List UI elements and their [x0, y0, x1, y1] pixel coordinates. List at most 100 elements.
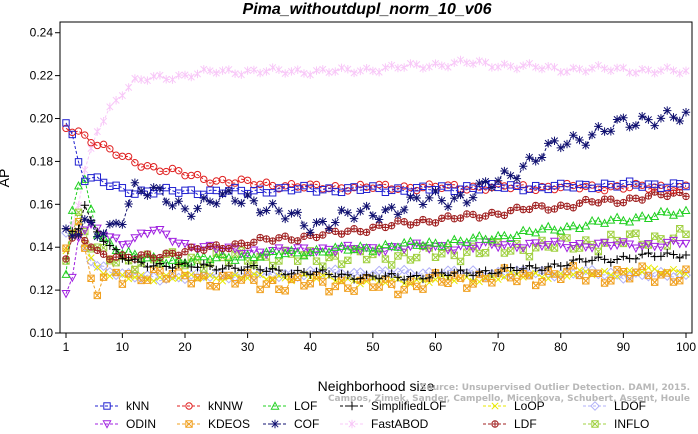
data-point-simplifiedlof — [149, 261, 158, 271]
data-point-fastabod — [682, 66, 690, 76]
data-point-ldf — [450, 215, 458, 223]
legend-marker-ldof — [590, 401, 600, 411]
legend-label-knnw: kNNW — [208, 399, 243, 413]
data-point-ldf — [181, 248, 189, 256]
data-point-odin — [299, 244, 309, 253]
data-point-fastabod — [269, 63, 277, 72]
data-point-kdeos — [488, 279, 496, 287]
data-point-cof — [74, 230, 83, 239]
data-point-odin — [355, 247, 365, 256]
data-point-cof — [143, 191, 152, 200]
legend-marker-simplifiedlof — [347, 401, 357, 411]
data-point-ldf — [381, 223, 390, 232]
data-point-odin — [124, 240, 134, 250]
data-point-simplifiedlof — [537, 266, 547, 275]
x-axis: 1 10 20 30 40 50 60 70 80 90 100 — [63, 333, 696, 354]
data-point-knn — [162, 183, 170, 192]
data-point-fastabod — [100, 117, 108, 126]
data-point-kdeos — [413, 282, 421, 291]
data-point-cof — [512, 174, 522, 183]
data-point-odin — [311, 248, 322, 257]
data-point-ldf — [331, 227, 339, 235]
data-point-loop — [275, 272, 283, 280]
data-point-fastabod — [651, 69, 659, 78]
data-point-kdeos — [237, 276, 246, 284]
data-point-kdeos — [162, 275, 170, 283]
data-point-inflo — [682, 230, 690, 239]
data-point-knn — [625, 177, 634, 185]
data-point-cof — [625, 123, 634, 132]
data-point-kdeos — [99, 273, 108, 281]
x-tick-label: 80 — [554, 340, 568, 354]
data-point-ldf — [506, 206, 515, 215]
data-point-kdeos — [112, 268, 120, 277]
legend-label-ldof: LDOF — [614, 399, 646, 413]
data-point-ldf — [563, 202, 571, 210]
data-point-cof — [349, 214, 359, 223]
data-point-simplifiedlof — [362, 270, 371, 280]
data-point-knn — [68, 130, 76, 139]
data-point-cof — [544, 139, 553, 148]
data-point-ldf — [400, 218, 408, 226]
legend-label-simplifiedlof: SimplifiedLOF — [371, 399, 446, 413]
data-point-fastabod — [356, 66, 364, 76]
chart-title: Pima_withoutdupl_norm_10_v06 — [243, 1, 492, 18]
data-point-ldf — [175, 251, 183, 259]
data-point-knnw — [243, 176, 252, 184]
data-point-simplifiedlof — [487, 269, 497, 278]
data-point-cof — [393, 210, 403, 219]
data-point-odin — [681, 239, 691, 249]
data-point-odin — [493, 243, 503, 253]
data-point-knnw — [218, 175, 227, 184]
data-point-lof — [305, 247, 315, 257]
data-point-odin — [155, 226, 165, 235]
legend-item-odin: ODIN — [95, 417, 156, 431]
data-point-fastabod — [544, 62, 552, 71]
data-point-inflo — [413, 253, 421, 262]
data-point-ldf — [99, 250, 108, 258]
data-point-cof — [262, 206, 271, 215]
data-point-cof — [199, 193, 208, 203]
data-point-knn — [381, 188, 390, 197]
data-point-kdeos — [625, 274, 634, 283]
legend-marker-inflo — [591, 420, 599, 428]
data-point-inflo — [312, 257, 321, 265]
data-point-lof — [261, 247, 271, 256]
data-point-fastabod — [607, 66, 615, 76]
data-point-inflo — [275, 257, 283, 265]
legend-item-simplifiedlof: SimplifiedLOF — [340, 399, 446, 413]
data-point-simplifiedlof — [280, 270, 290, 279]
data-point-cof — [637, 112, 647, 121]
data-point-ldf — [106, 255, 114, 263]
data-point-kdeos — [93, 291, 102, 300]
data-point-lof — [499, 230, 509, 240]
data-point-odin — [249, 246, 259, 256]
data-point-lof — [412, 240, 422, 249]
data-point-fastabod — [594, 61, 602, 70]
data-point-inflo — [406, 256, 415, 264]
data-point-simplifiedlof — [525, 261, 534, 270]
data-point-simplifiedlof — [168, 263, 177, 273]
data-point-simplifiedlof — [349, 275, 359, 284]
data-point-loop — [644, 264, 652, 272]
data-point-ldf — [600, 195, 609, 203]
legend-item-lof: LOF — [263, 399, 317, 413]
data-point-odin — [374, 248, 384, 257]
data-point-lof — [405, 236, 415, 246]
data-point-knnw — [381, 180, 390, 189]
data-point-lof — [418, 240, 428, 250]
data-point-odin — [612, 241, 622, 250]
data-point-ldf — [281, 232, 289, 240]
data-point-fastabod — [256, 68, 264, 78]
data-point-cof — [475, 178, 484, 188]
data-point-loop — [256, 271, 264, 279]
data-point-lof — [468, 233, 478, 242]
data-point-ldof — [505, 269, 516, 280]
data-point-inflo — [456, 257, 465, 266]
data-point-fastabod — [413, 60, 421, 69]
data-point-simplifiedlof — [111, 245, 121, 254]
data-point-simplifiedlof — [205, 261, 215, 271]
data-point-cof — [255, 208, 265, 217]
data-point-fastabod — [657, 66, 665, 75]
data-point-simplifiedlof — [412, 271, 421, 280]
